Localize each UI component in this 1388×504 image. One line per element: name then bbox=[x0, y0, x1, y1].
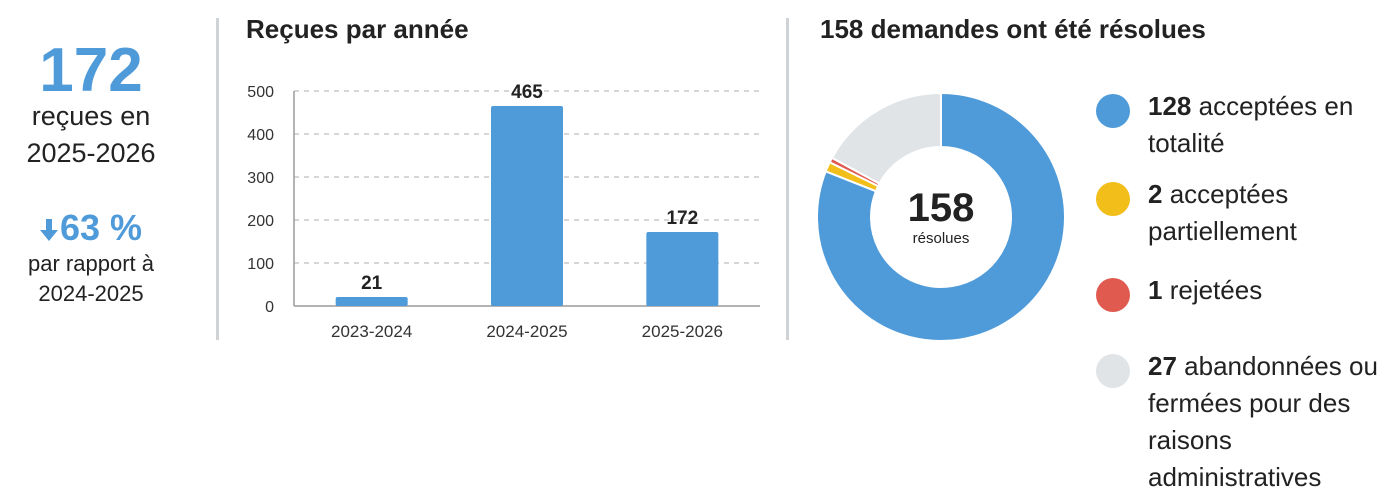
change-label-line1: par rapport à bbox=[28, 251, 154, 276]
bar-data-label: 465 bbox=[511, 82, 543, 103]
bar-data-label: 21 bbox=[361, 273, 383, 294]
legend-text: acceptées en totalité bbox=[1148, 91, 1354, 158]
bar-chart: 0 100 200 300 400 500 21 2023-2024 465 2024-2025 1… bbox=[247, 82, 760, 341]
legend-count: 128 bbox=[1148, 91, 1192, 121]
change-indicator: 63 % bbox=[0, 206, 182, 250]
y-tick-label: 200 bbox=[247, 213, 274, 230]
legend-swatch bbox=[1096, 182, 1130, 216]
legend-swatch bbox=[1096, 278, 1130, 312]
received-label-line2: 2025-2026 bbox=[26, 138, 156, 168]
legend-text: rejetées bbox=[1169, 275, 1263, 305]
legend-label: 128 acceptées en totalité bbox=[1148, 88, 1386, 162]
x-tick-label: 2023-2024 bbox=[331, 322, 412, 341]
donut-slice bbox=[830, 91, 942, 185]
change-label-line2: 2024-2025 bbox=[38, 281, 144, 306]
legend-label: 2 acceptées partiellement bbox=[1148, 176, 1386, 250]
summary-panel: 172 reçues en 2025-2026 63 % par rapport… bbox=[0, 0, 182, 320]
donut-chart-title: 158 demandes ont été résolues bbox=[820, 14, 1206, 44]
legend-label: 27 abandonnées ou fermées pour des raiso… bbox=[1148, 348, 1386, 496]
bar-chart-title: Reçues par année bbox=[246, 14, 469, 44]
bar-data-label: 172 bbox=[666, 208, 698, 229]
legend-count: 27 bbox=[1148, 351, 1177, 381]
legend-swatch bbox=[1096, 94, 1130, 128]
legend-swatch bbox=[1096, 354, 1130, 388]
donut-center-value: 158 bbox=[908, 186, 975, 230]
donut-chart: 158 résolues bbox=[816, 91, 1066, 342]
y-tick-label: 400 bbox=[247, 127, 274, 144]
divider-left bbox=[216, 18, 219, 340]
y-tick-label: 0 bbox=[265, 299, 274, 316]
divider-right bbox=[786, 18, 789, 340]
y-tick-label: 100 bbox=[247, 256, 274, 273]
bar bbox=[646, 232, 719, 306]
received-count: 172 bbox=[39, 36, 143, 105]
donut-slice bbox=[816, 91, 1066, 342]
received-label-line1: reçues en bbox=[31, 101, 151, 131]
arrow-down-icon bbox=[39, 219, 58, 242]
y-tick-label: 300 bbox=[247, 170, 274, 187]
legend-count: 1 bbox=[1148, 275, 1163, 305]
legend-text: acceptées partiellement bbox=[1148, 179, 1297, 246]
legend-text: abandonnées ou fermées pour des raisons … bbox=[1148, 351, 1378, 492]
change-value: 63 % bbox=[59, 207, 143, 248]
x-tick-label: 2024-2025 bbox=[486, 322, 567, 341]
y-tick-label: 500 bbox=[247, 84, 274, 101]
x-tick-label: 2025-2026 bbox=[642, 322, 723, 341]
bar bbox=[491, 106, 563, 306]
legend-label: 1 rejetées bbox=[1148, 272, 1386, 309]
bar bbox=[335, 296, 408, 306]
donut-center-label: résolues bbox=[913, 230, 970, 247]
legend-count: 2 bbox=[1148, 179, 1163, 209]
